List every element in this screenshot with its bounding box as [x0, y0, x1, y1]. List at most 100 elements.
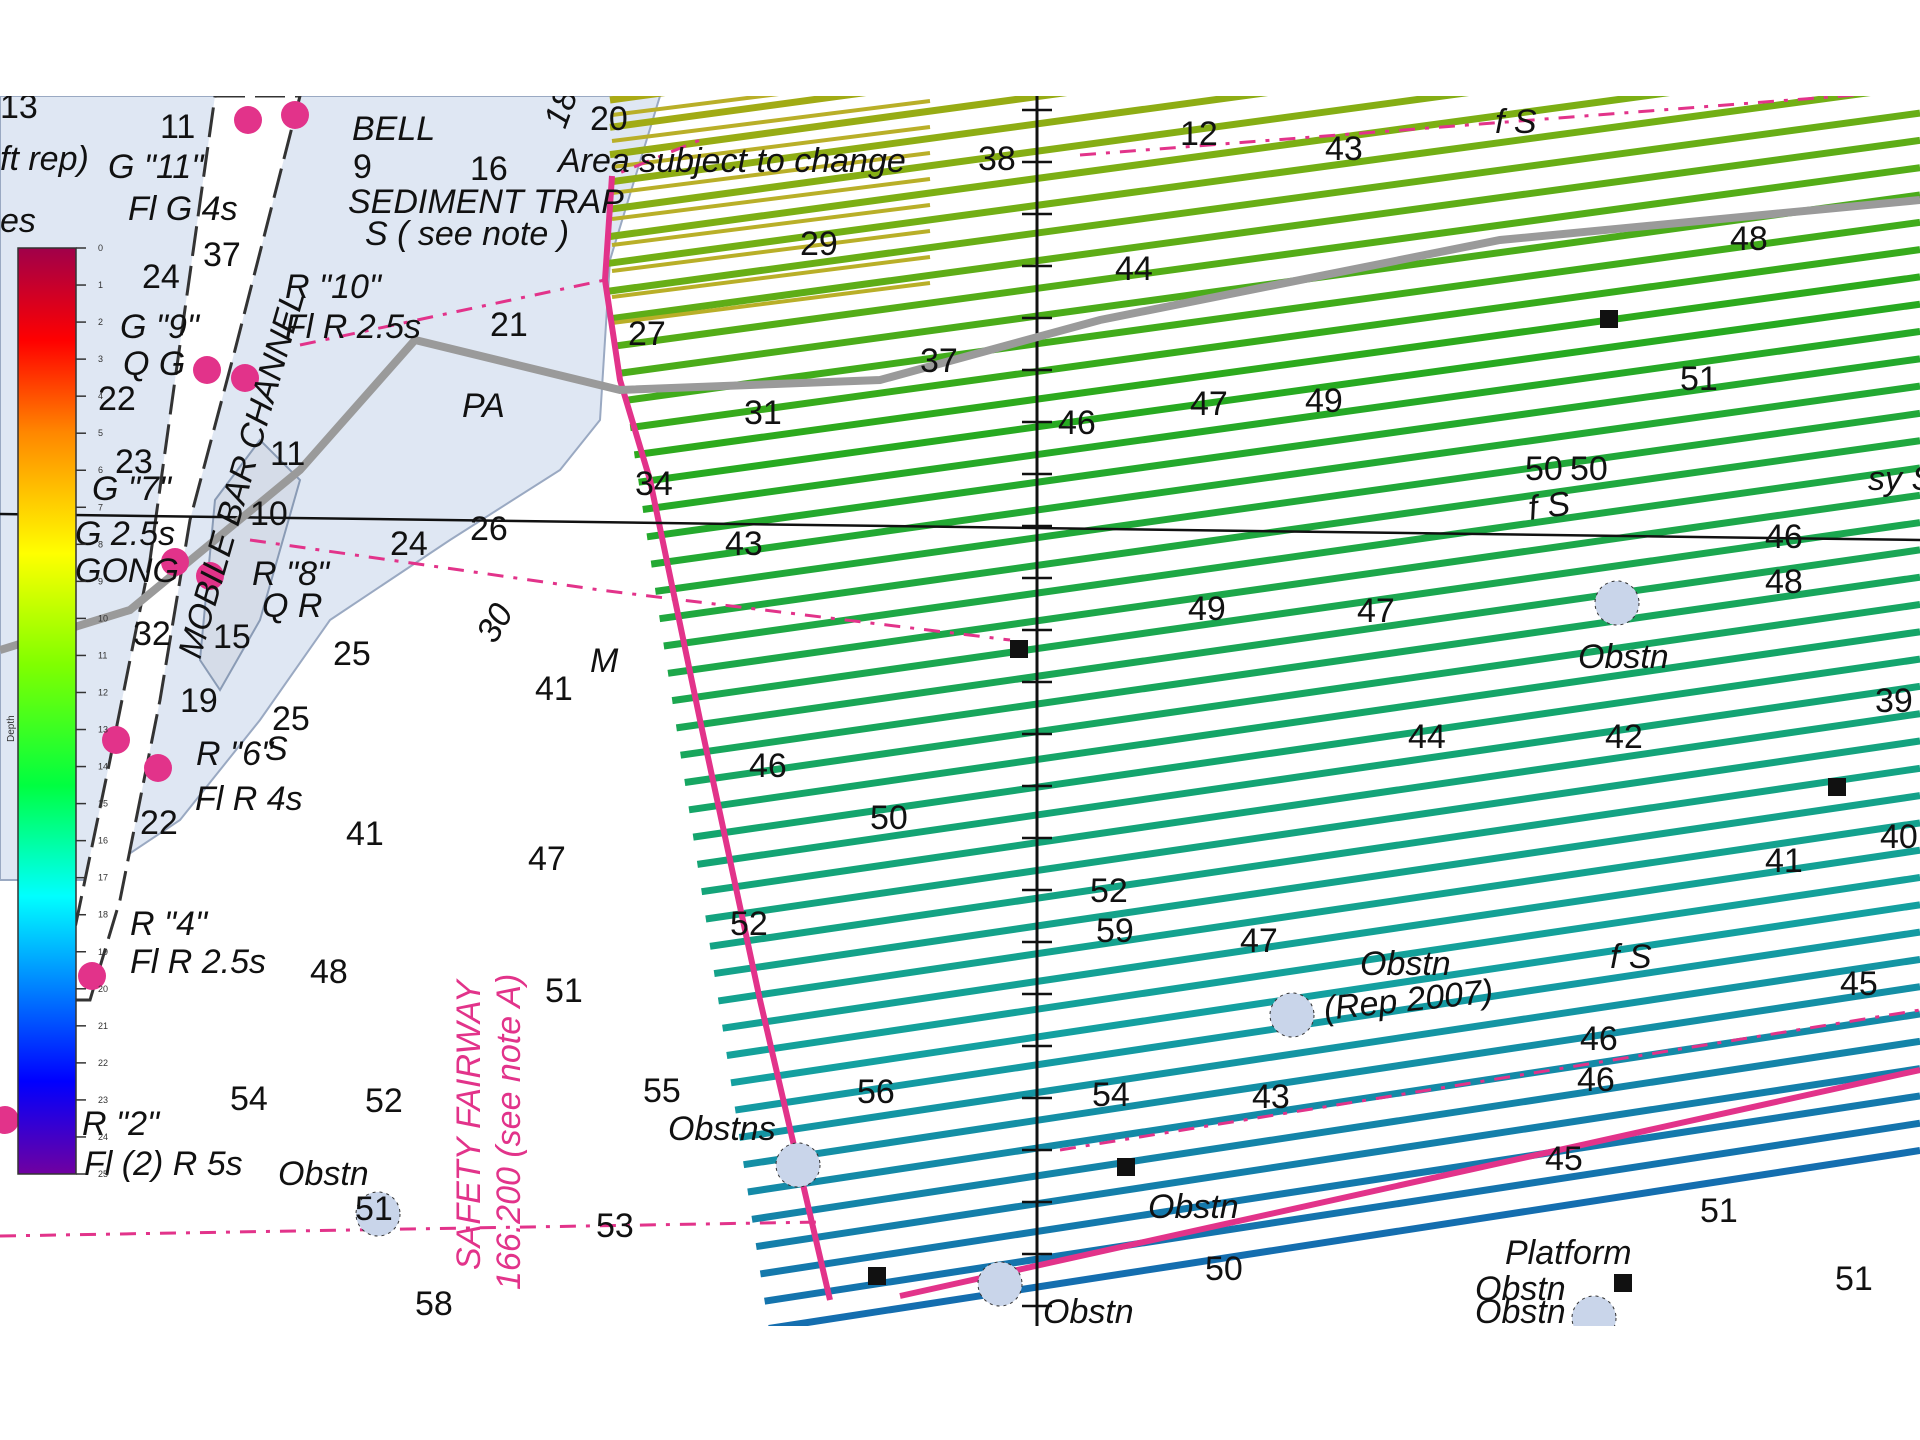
buoy-marker [193, 356, 221, 384]
depth-sounding: 43 [725, 525, 763, 563]
survey-boundary [601, 175, 833, 1301]
depth-sounding: 32 [133, 615, 171, 653]
buoy-marker [102, 726, 130, 754]
survey-track-line [609, 96, 1470, 213]
survey-hatch-line [611, 99, 931, 143]
depth-sounding: 37 [203, 236, 241, 274]
survey-track-line [675, 546, 1920, 732]
chart-note-obstn-4: Obstn [1043, 1293, 1134, 1331]
survey-track-line [612, 136, 1920, 322]
depth-sounding: 38 [978, 140, 1016, 178]
survey-track-line [609, 96, 1671, 240]
depth-sounding: 52 [365, 1082, 403, 1120]
reference-line [0, 512, 1920, 542]
buoy-marker [78, 962, 106, 990]
depth-sounding: 16 [470, 150, 508, 188]
colorbar-tick-label: 19 [98, 947, 108, 957]
obstruction-marker [1269, 992, 1315, 1038]
survey-track-line [633, 273, 1920, 459]
depth-sounding: 46 [1058, 404, 1096, 442]
nav-aid-fl2-r-5s: Fl (2) R 5s [84, 1145, 243, 1183]
survey-track-line [717, 819, 1920, 1005]
depth-sounding: 46 [1765, 518, 1803, 556]
depth-sounding: 45 [1840, 965, 1878, 1003]
nav-aid-qr: Q R [262, 587, 322, 625]
depth-sounding: 22 [98, 380, 136, 418]
depth-sounding: 43 [1252, 1078, 1290, 1116]
depth-sounding: 41 [535, 670, 573, 708]
obstruction-marker [1571, 1295, 1617, 1326]
depth-sounding: 49 [1188, 590, 1226, 628]
survey-track-line [667, 491, 1920, 677]
colorbar-tick-label: 9 [98, 576, 103, 586]
depth-sounding: 54 [230, 1080, 268, 1118]
colorbar-tick-label: 4 [98, 391, 103, 401]
survey-track-line [609, 96, 666, 104]
depth-sounding: 47 [1357, 592, 1395, 630]
platform-marker [1117, 1158, 1135, 1176]
survey-hatch-line [611, 151, 931, 195]
chart-note-obstns: Obstns [668, 1110, 776, 1148]
chart-note-ft-rep: ft rep) [0, 140, 89, 178]
survey-track-line [650, 382, 1920, 568]
depth-sounding: 47 [1240, 922, 1278, 960]
depth-sounding: 50 [1570, 450, 1608, 488]
buoy-marker [144, 754, 172, 782]
survey-track-line [604, 96, 1871, 268]
platform-marker [1828, 778, 1846, 796]
nav-aid-fl-g-4s: Fl G 4s [128, 190, 238, 228]
depth-sounding: 25 [333, 635, 371, 673]
depth-sounding: 47 [528, 840, 566, 878]
nav-aid-fl-r-25s-b: Fl R 2.5s [130, 943, 266, 981]
survey-track-line [671, 519, 1920, 705]
survey-track-line [759, 1092, 1920, 1278]
survey-track-line [680, 573, 1920, 759]
nav-aid-r6: R "6" [196, 735, 275, 773]
limit-line-southeast [1059, 1008, 1920, 1152]
colorbar-tick-label: 7 [98, 502, 103, 512]
survey-hatch-line [611, 96, 780, 117]
colorbar-tick-label: 11 [98, 650, 107, 660]
platform-marker [1614, 1274, 1632, 1292]
depth-sounding: 47 [1190, 385, 1228, 423]
nav-aid-g11: G "11" [108, 148, 205, 186]
nav-aid-g7: G "7" [92, 470, 173, 508]
depth-sounding: 43 [1325, 130, 1363, 168]
depth-sounding: 9 [353, 148, 372, 186]
depth-sounding: 42 [1605, 718, 1643, 756]
survey-track-line [663, 464, 1920, 650]
obstruction-marker [775, 1142, 821, 1188]
limit-line-north [299, 138, 701, 347]
survey-track-lines [604, 96, 1920, 1326]
depth-sounding: 19 [180, 682, 218, 720]
chart-note-obstn-1: Obstn [1578, 638, 1669, 676]
depth-sounding: 56 [857, 1073, 895, 1111]
depth-sounding: 45 [1545, 1140, 1583, 1178]
depth-sounding: 41 [346, 815, 384, 853]
nav-aid-r10: R "10" [285, 268, 383, 306]
buoy-marker [231, 364, 259, 392]
nav-aid-fl-r-4s: Fl R 4s [195, 780, 303, 818]
colorbar-tick-label: 5 [98, 428, 103, 438]
chart-note-sys: sy S [1868, 460, 1920, 498]
depth-sounding: 25 [272, 700, 310, 738]
depth-sounding: 10 [250, 495, 288, 533]
survey-track-line [751, 1037, 1920, 1223]
depth-sounding: 44 [1408, 718, 1446, 756]
colorbar-tick-label: 20 [98, 984, 108, 994]
depth-sounding: 59 [1096, 912, 1134, 950]
survey-track-line [713, 792, 1920, 978]
depth-sounding: 58 [415, 1285, 453, 1323]
platform-markers [868, 310, 1846, 1292]
survey-track-line [755, 1065, 1920, 1251]
survey-track-line [646, 355, 1920, 541]
survey-track-line [701, 710, 1920, 896]
depth-sounding: 26 [470, 510, 508, 548]
colorbar-ticks: 0123456789101112131415161718192021222324… [76, 243, 108, 1179]
colorbar-tick-label: 16 [98, 836, 108, 846]
platform-marker [1010, 640, 1028, 658]
chart-note-obstn-3: Obstn [278, 1155, 369, 1193]
survey-track-line [696, 682, 1920, 868]
nav-aid-bell: BELL [352, 110, 435, 148]
